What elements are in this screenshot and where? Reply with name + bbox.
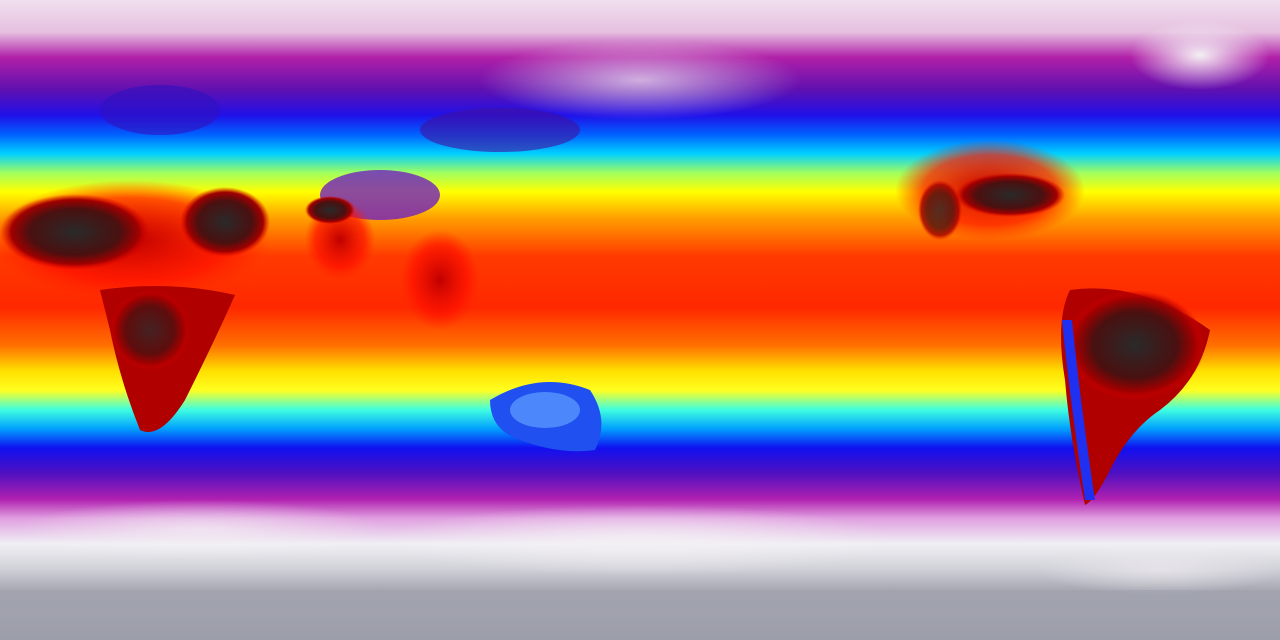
india-southeast-asia [305, 196, 480, 330]
south-america [1061, 288, 1210, 505]
antarctica [0, 500, 1280, 640]
australia [490, 382, 602, 452]
africa [0, 180, 270, 432]
northern-land [100, 20, 1270, 220]
north-america [895, 140, 1085, 240]
